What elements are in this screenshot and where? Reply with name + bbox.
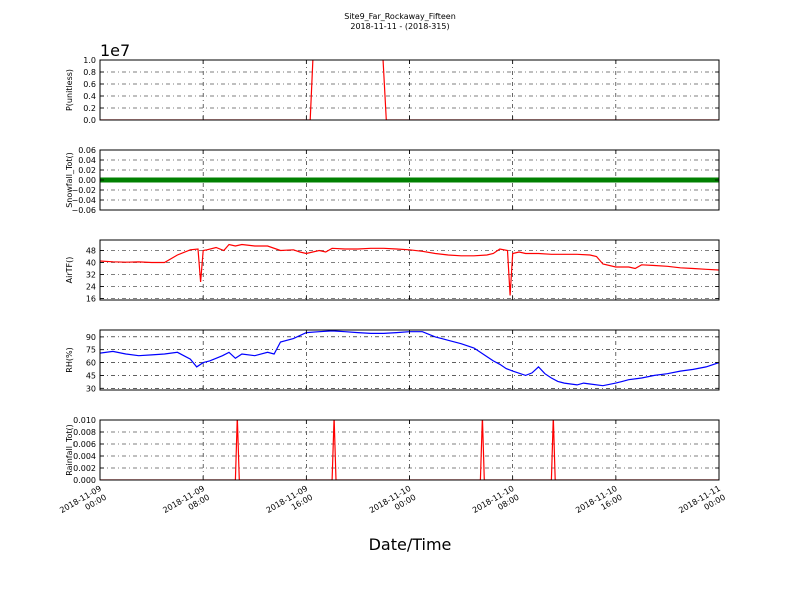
chart-title: Site9_Far_Rockaway_Fifteen — [344, 12, 456, 21]
y-tick-label: −0.04 — [71, 196, 96, 205]
x-tick-label: 2018-11-0900:00 — [58, 484, 108, 524]
y-tick-label: 0.02 — [78, 166, 96, 175]
y-tick-label: 1.0 — [83, 56, 96, 65]
y-tick-label: 0.4 — [83, 92, 96, 101]
y-tick-label: 45 — [86, 371, 96, 380]
y-axis-label: RH(%) — [65, 347, 74, 372]
y-axis-label: Rainfall_Tot() — [65, 424, 74, 476]
y-tick-label: 0.6 — [83, 80, 96, 89]
y-tick-label: 0.000 — [73, 476, 96, 485]
x-axis-label: Date/Time — [369, 535, 452, 554]
y-tick-label: 0.004 — [73, 452, 96, 461]
y-tick-label: 30 — [86, 384, 96, 393]
y-offset-text: 1e7 — [100, 41, 130, 60]
y-tick-label: 0.0 — [83, 116, 96, 125]
panel-4: 0.000 0.002 0.004 0.006 0.008 0.010Rainfall_T… — [65, 416, 720, 485]
y-tick-label: 0.008 — [73, 428, 96, 437]
y-axis-label: P(unitless) — [65, 69, 74, 111]
series-line — [100, 243, 719, 296]
panel-3: 30 45 60 75 90 RH(%) — [65, 329, 720, 393]
y-tick-label: 0.002 — [73, 464, 96, 473]
x-tick-label: 2018-11-0916:00 — [265, 484, 315, 524]
panel-1: −0.06−0.04−0.020.000.020.040.06 Snowfall_… — [65, 146, 720, 215]
x-tick-labels: 2018-11-0900:00 2018-11-0908:00 2018-11-09… — [58, 484, 727, 524]
x-tick-label: 2018-11-0908:00 — [161, 484, 211, 524]
panels: 0.00.20.40.60.81.0P(unitless)1e7−0.06−0.… — [65, 41, 720, 485]
y-tick-label: 0.00 — [78, 176, 96, 185]
x-tick-label: 2018-11-1000:00 — [368, 484, 418, 524]
y-tick-label: 24 — [86, 283, 96, 292]
y-tick-label: 0.010 — [73, 416, 96, 425]
y-tick-label: 75 — [86, 346, 96, 355]
x-tick-label: 2018-11-1016:00 — [574, 484, 624, 524]
y-axis-label: Snowfall_Tot() — [65, 152, 74, 208]
y-tick-label: 0.2 — [83, 104, 96, 113]
y-tick-label: −0.02 — [71, 186, 96, 195]
y-tick-label: 0.006 — [73, 440, 96, 449]
y-tick-label: 40 — [86, 259, 96, 268]
y-tick-label: 0.8 — [83, 68, 96, 77]
y-tick-label: 48 — [86, 247, 96, 256]
panel-0: 0.0 0.2 0.4 0.6 0.8 1.0 P(unitless) 1e7 — [65, 41, 720, 125]
chart-subtitle: 2018-11-11 - (2018-315) — [350, 22, 449, 31]
y-tick-label: 32 — [86, 271, 96, 280]
y-tick-label: 16 — [86, 295, 96, 304]
series-line — [100, 330, 719, 387]
y-tick-label: 90 — [86, 333, 96, 342]
y-tick-label: 0.04 — [78, 156, 96, 165]
x-tick-label: 2018-11-1100:00 — [677, 484, 727, 524]
y-tick-label: 60 — [86, 359, 96, 368]
series-line — [100, 420, 719, 480]
y-tick-label: −0.06 — [71, 206, 96, 215]
y-axis-label: AirTF() — [65, 257, 74, 284]
y-tick-label: 0.06 — [78, 146, 96, 155]
panel-2: 16 24 32 40 48 AirTF() — [65, 239, 720, 304]
x-tick-label: 2018-11-1008:00 — [471, 484, 521, 524]
